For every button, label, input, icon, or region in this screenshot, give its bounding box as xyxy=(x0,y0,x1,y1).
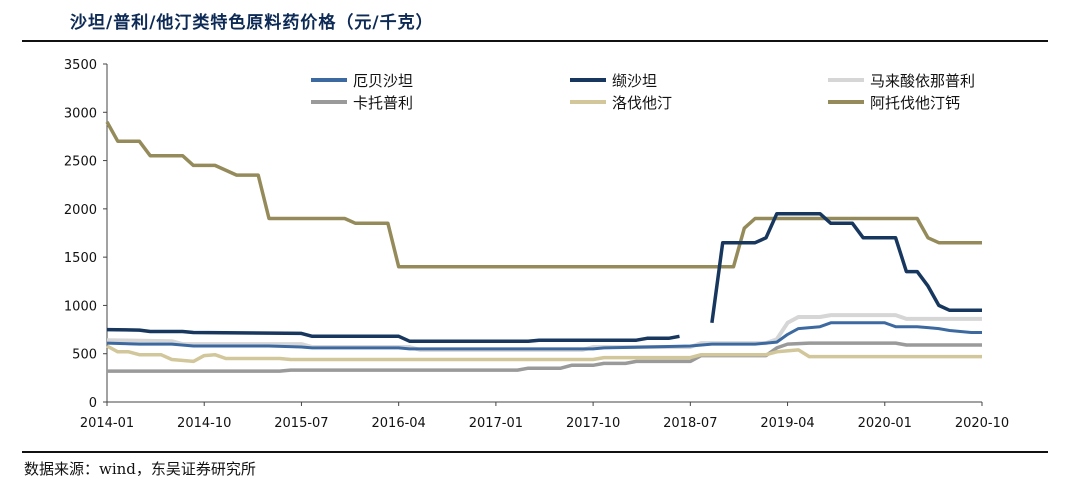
x-tick-label: 2020-01 xyxy=(858,416,912,431)
legend-label: 缬沙坦 xyxy=(612,72,657,90)
source-note: 数据来源：wind，东吴证券研究所 xyxy=(24,460,256,478)
legend-label: 马来酸依那普利 xyxy=(870,72,975,90)
series-line-4 xyxy=(107,341,982,373)
x-tick-label: 2018-07 xyxy=(663,416,717,431)
y-tick-label: 500 xyxy=(72,348,97,363)
y-tick-label: 2000 xyxy=(64,203,97,218)
x-tick-label: 2017-10 xyxy=(566,416,620,431)
legend-label: 卡托普利 xyxy=(353,94,413,112)
series-line-1 xyxy=(106,321,982,351)
series-lines xyxy=(105,121,982,373)
y-tick-label: 3500 xyxy=(64,58,97,73)
chart-title: 沙坦/普利/他汀类特色原料药价格（元/千克） xyxy=(70,13,434,33)
legend-label: 厄贝沙坦 xyxy=(353,72,413,90)
x-tick-label: 2014-01 xyxy=(80,416,134,431)
y-tick-label: 3000 xyxy=(64,106,97,121)
legend-label: 阿托伐他汀钙 xyxy=(870,94,960,112)
legend-label: 洛伐他汀 xyxy=(612,94,672,112)
top-rule xyxy=(22,40,1048,42)
y-tick-label: 1500 xyxy=(64,251,97,266)
x-tick-label: 2015-07 xyxy=(274,416,328,431)
series-line-6 xyxy=(105,121,982,269)
x-tick-label: 2017-01 xyxy=(469,416,523,431)
y-tick-label: 1000 xyxy=(64,299,97,314)
x-tick-label: 2016-04 xyxy=(372,416,426,431)
x-tick-label: 2019-04 xyxy=(760,416,814,431)
y-tick-label: 0 xyxy=(89,396,97,411)
axes: 0 500 1000 1500 2000 2500 3000 3500 2014-01 2014-… xyxy=(64,58,1009,431)
x-tick-label: 2014-10 xyxy=(177,416,231,431)
y-tick-label: 2500 xyxy=(64,155,97,170)
bottom-rule xyxy=(22,451,1048,453)
series-line-2 xyxy=(106,327,680,343)
series-line-5 xyxy=(106,344,982,364)
x-tick-label: 2020-10 xyxy=(955,416,1009,431)
series-line-2-b xyxy=(710,211,982,324)
